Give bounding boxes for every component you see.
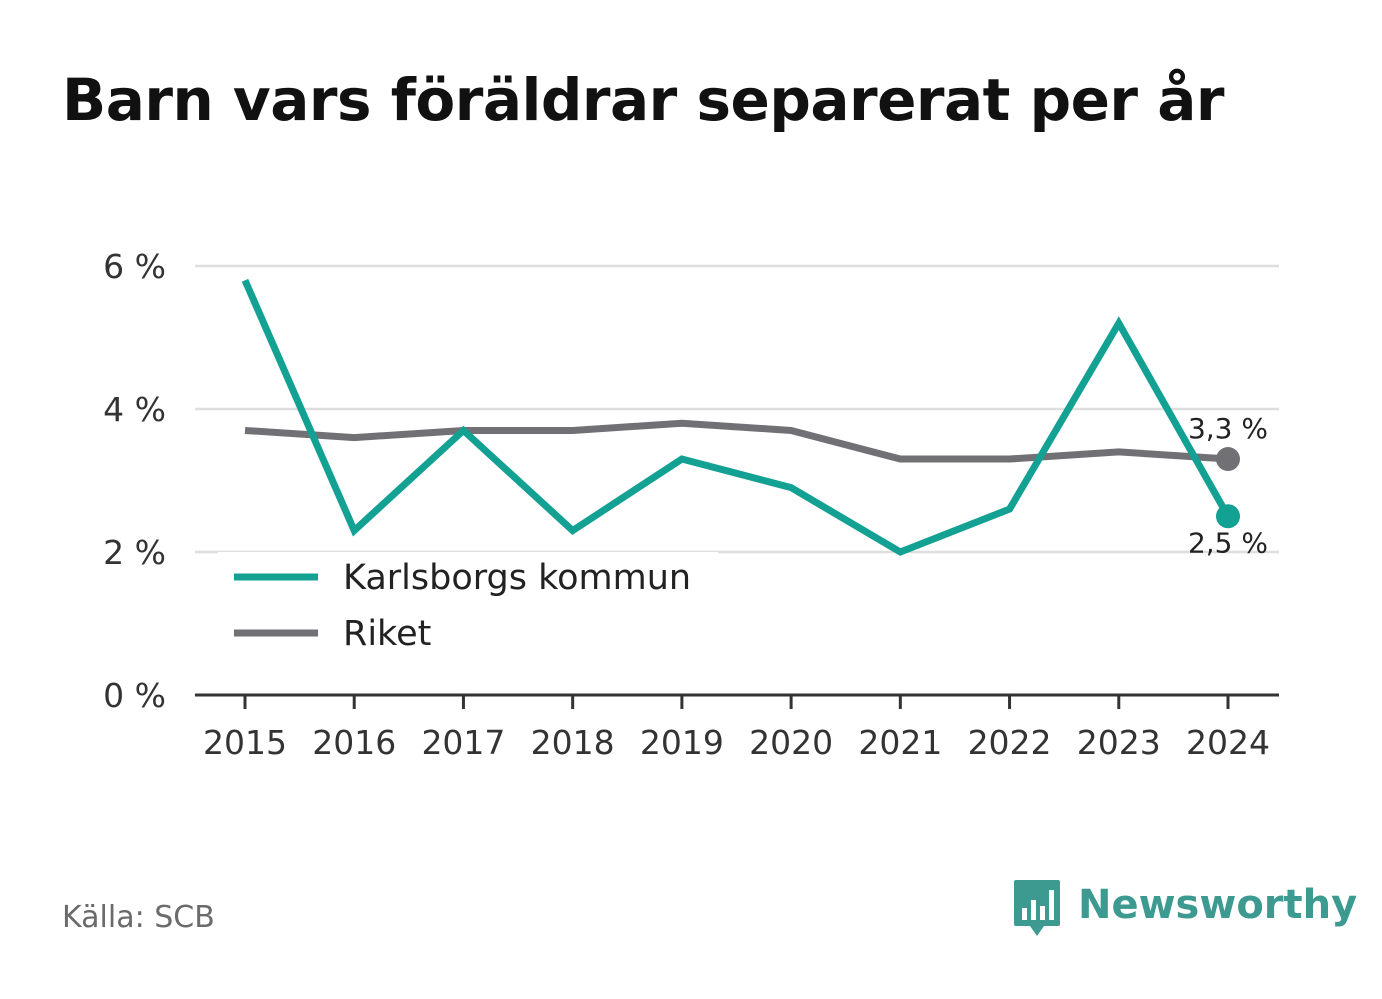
data-point [1216,504,1240,529]
x-axis-ticks: 2015 2016 2017 2018 2019 2020 2021 2022 2023 2024 [203,695,1270,762]
source-note: Källa: SCB [62,900,215,935]
legend-background [218,552,718,668]
series-lines [241,278,1240,556]
y-tick-label: 6 % [103,247,166,286]
series-line-1 [244,419,1229,463]
y-axis-ticks: 0 % 2 % 4 % 6 % [103,247,166,715]
end-labels: 2,5 % 3,3 % [1188,412,1268,559]
x-tick-label: 2022 [968,723,1052,762]
series-line-0 [241,278,1232,556]
x-tick-label: 2021 [858,723,942,762]
brand-logo: Newsworthy [1012,878,1357,940]
legend-label: Riket [343,614,431,654]
x-tick-label: 2017 [421,723,505,762]
x-tick-label: 2019 [640,723,724,762]
y-tick-label: 0 % [103,676,166,715]
x-tick-label: 2018 [531,723,615,762]
y-tick-label: 4 % [103,390,166,429]
x-tick-label: 2015 [203,723,287,762]
brand-name: Newsworthy [1078,882,1358,928]
chart-title: Barn vars föräldrar separerat per år [62,66,1224,134]
end-value-label: 2,5 % [1188,526,1268,559]
x-tick-label: 2020 [749,723,833,762]
y-tick-label: 2 % [103,533,166,572]
end-value-label: 3,3 % [1188,412,1268,445]
data-point [1216,447,1240,472]
legend-label: Karlsborgs kommun [343,558,691,598]
bar-chart-speech-bubble-icon [1014,880,1060,936]
legend: Karlsborgs kommun Riket [218,552,718,668]
x-tick-label: 2023 [1077,723,1161,762]
x-tick-label: 2016 [312,723,396,762]
gridlines [195,264,1279,554]
x-tick-label: 2024 [1186,723,1270,762]
